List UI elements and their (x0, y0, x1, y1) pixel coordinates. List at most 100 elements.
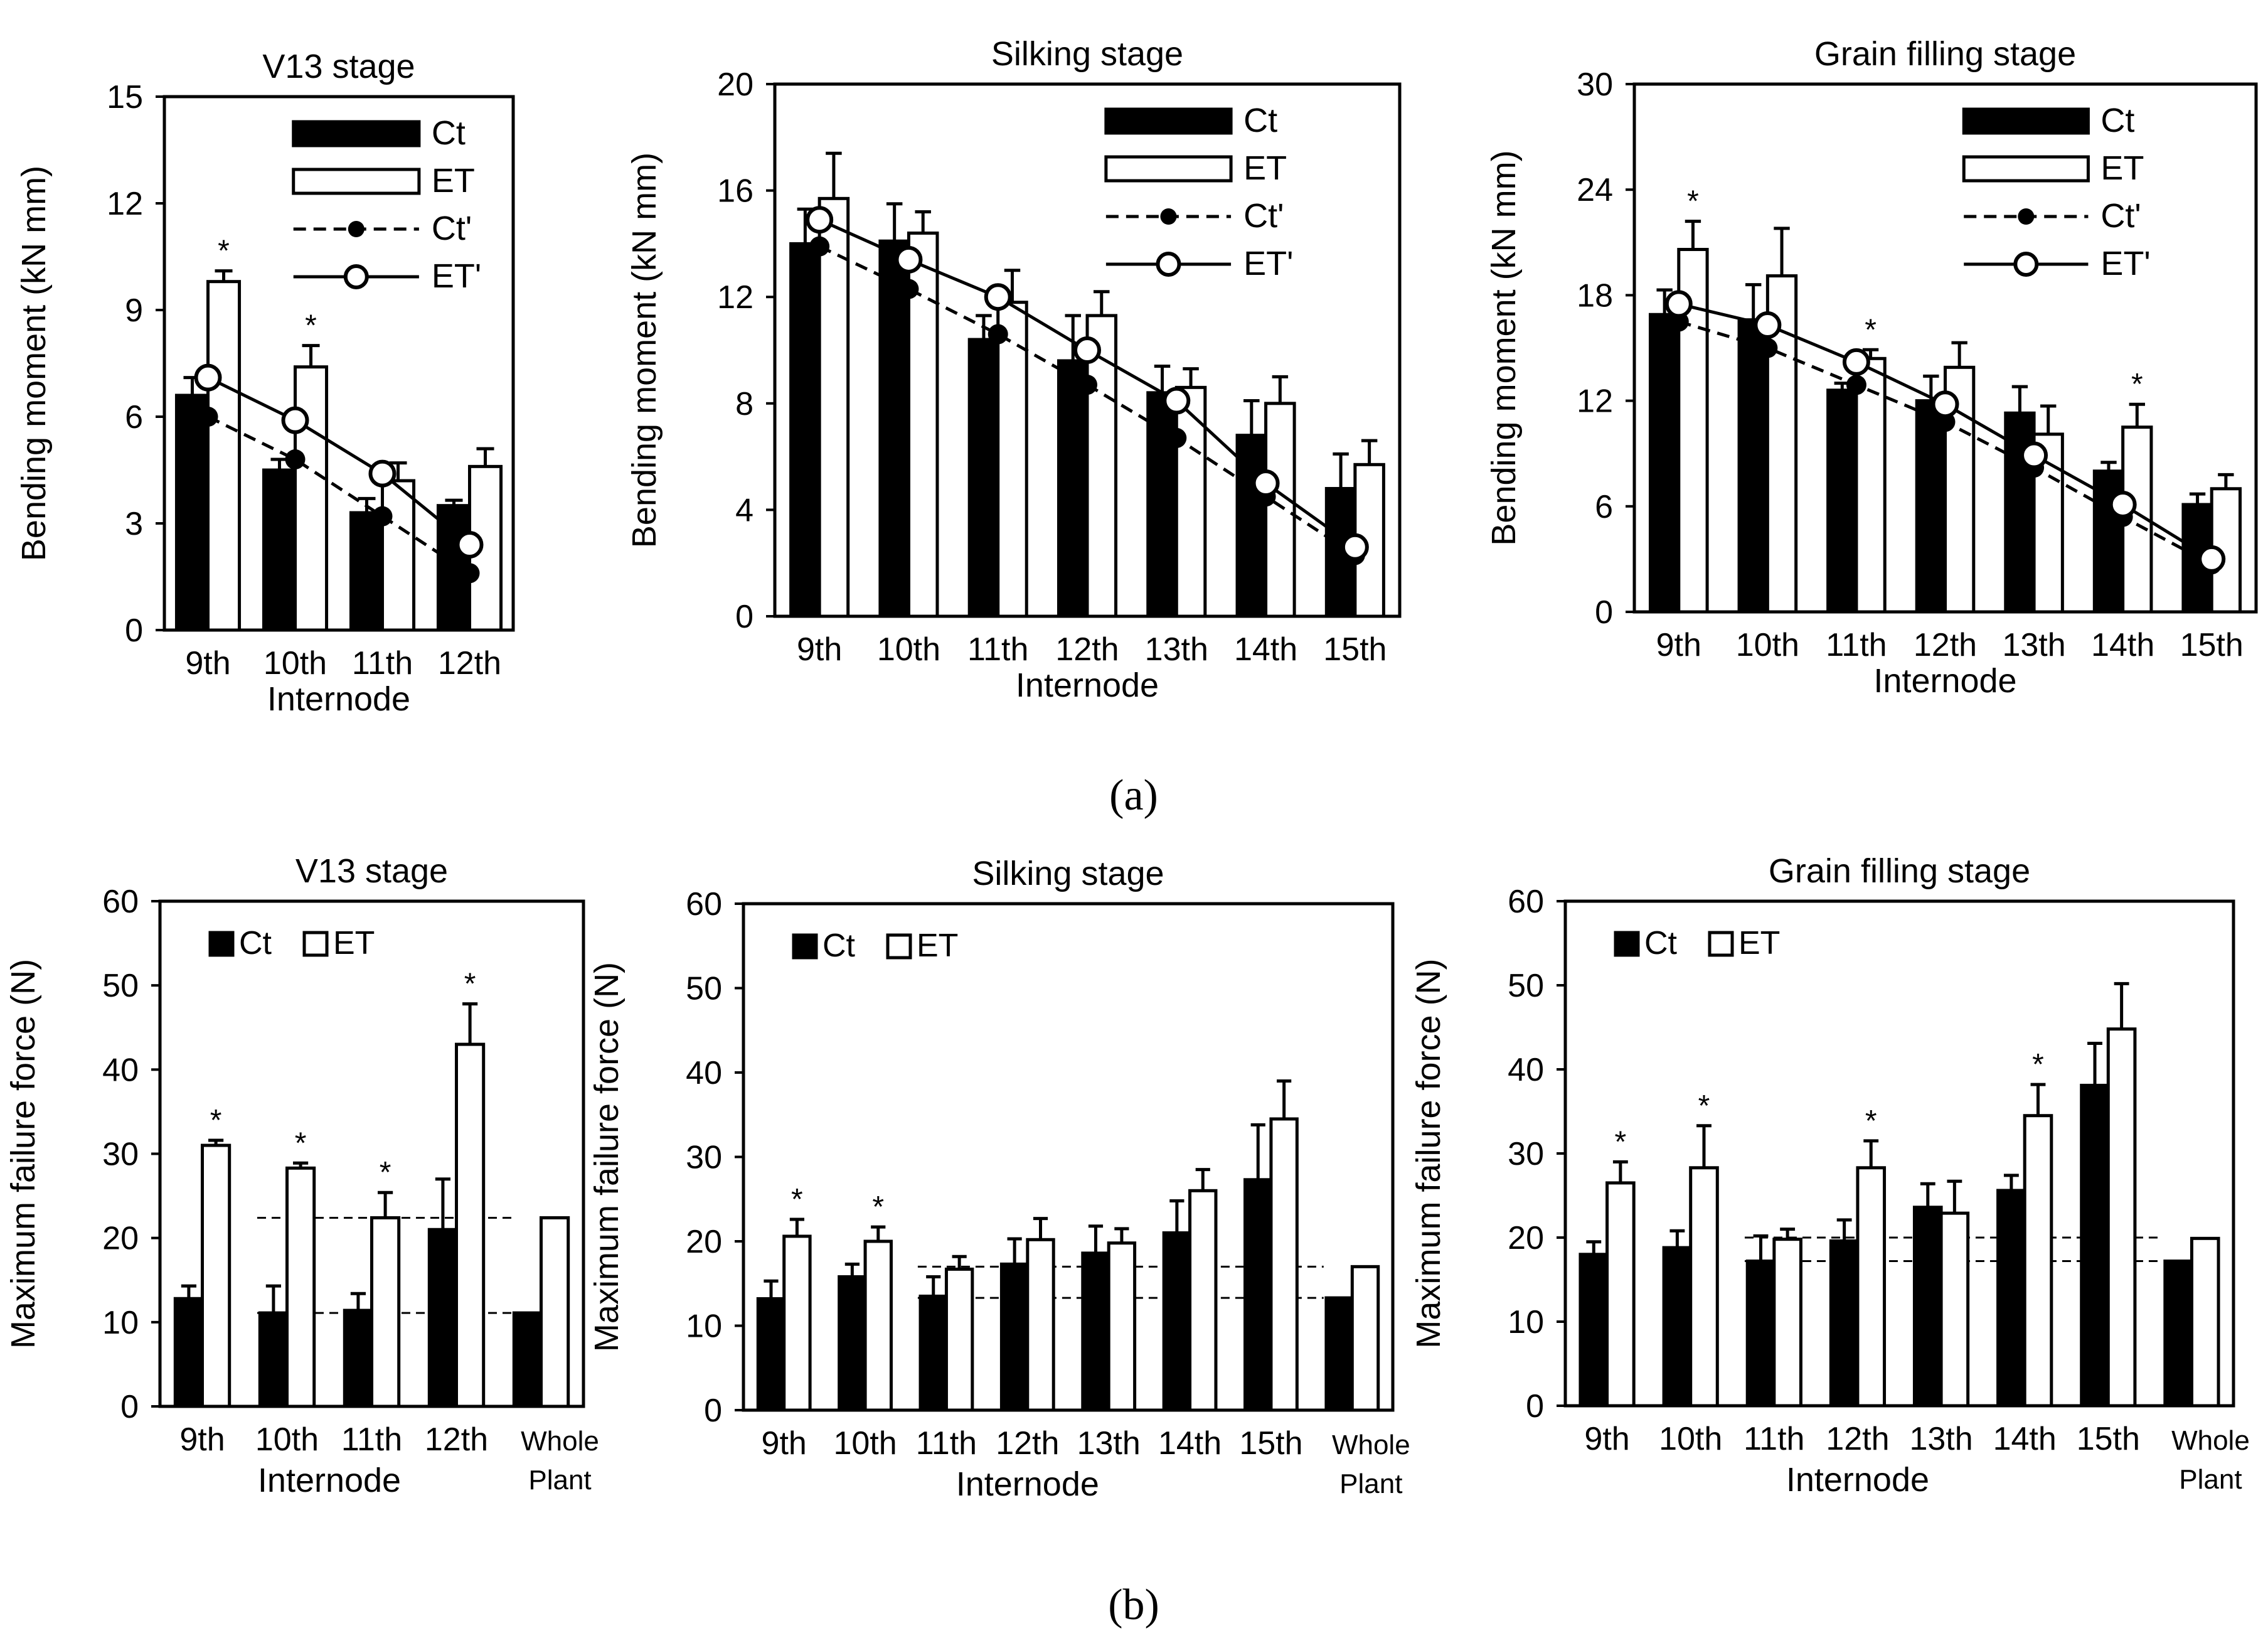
y-tick-label: 30 (102, 1137, 139, 1173)
legend-label: Ct' (432, 210, 472, 247)
chart-title: V13 stage (262, 48, 415, 85)
y-tick-label: 24 (1577, 172, 1613, 208)
bar-et (996, 301, 1028, 618)
y-tick-label: 15 (107, 79, 143, 115)
bar-et (1350, 1265, 1380, 1412)
bar-ct (1996, 1189, 2026, 1408)
bar-ct (258, 1311, 289, 1408)
legend-label: ET' (2100, 245, 2150, 282)
significance-mark: * (218, 235, 230, 268)
line-point-et-prime (1931, 390, 1959, 419)
bar-ct (512, 1311, 543, 1408)
legend-label: Ct (1644, 925, 1678, 961)
line-point-et-prime (2109, 490, 2137, 518)
y-tick-label: 0 (120, 1389, 139, 1425)
bar-ct (1915, 399, 1947, 614)
legend-swatch-et (1104, 155, 1233, 183)
series-line-et-prime (207, 376, 471, 546)
bar-ct (1737, 318, 1769, 614)
significance-mark: * (210, 1104, 222, 1137)
y-tick-label: 4 (735, 492, 753, 528)
bar-ct (427, 1228, 458, 1408)
legend-label: Ct (432, 114, 466, 152)
legend-swatch-et (1708, 931, 1734, 957)
y-axis-label: Maximum failure force (N) (1410, 958, 1447, 1348)
bar-ct (967, 338, 1000, 618)
bar-ct (2080, 1083, 2110, 1408)
bar-ct (2163, 1260, 2193, 1408)
bar-ct (262, 468, 297, 632)
line-point-et-prime (806, 206, 834, 234)
legend-marker (343, 264, 369, 289)
x-tick-label: 12th (1055, 631, 1119, 668)
legend-swatch-ct (1104, 107, 1233, 135)
bar-et (285, 1166, 316, 1408)
line-point-et-prime (984, 283, 1012, 311)
line-point-et-prime (1252, 469, 1280, 497)
y-tick-label: 20 (686, 1224, 722, 1260)
x-tick-label: 9th (185, 645, 230, 682)
x-axis-label: Internode (267, 680, 410, 718)
y-tick-label: 60 (686, 886, 722, 923)
bar-et (455, 1042, 486, 1408)
significance-mark: * (380, 1156, 391, 1189)
y-tick-label: 30 (686, 1140, 722, 1176)
chart-title: V13 stage (295, 852, 448, 890)
y-tick-label: 60 (102, 884, 139, 920)
x-tick-label-plant: Plant (2179, 1464, 2242, 1495)
line-point-ct-prime (372, 506, 393, 527)
line-point-et-prime (1163, 387, 1191, 415)
y-tick-label: 16 (717, 173, 753, 210)
significance-mark: * (872, 1191, 884, 1224)
legend-label: ET (432, 162, 475, 200)
line-point-ct-prime (898, 279, 919, 299)
y-tick-label: 8 (735, 386, 753, 422)
chart-b3: Grain filling stage 0 10 20 30 40 50 60 Maximum … (1410, 852, 2250, 1499)
line-point-et-prime (2020, 441, 2048, 469)
bar-ct (1745, 1260, 1776, 1408)
line-point-et-prime (281, 406, 309, 434)
x-tick-label: 10th (255, 1421, 319, 1458)
line-point-et-prime (2198, 545, 2226, 573)
legend-label: ET' (1243, 245, 1293, 282)
x-tick-label: 13th (1077, 1425, 1141, 1462)
y-tick-label: 0 (704, 1393, 722, 1429)
y-tick-label: 0 (1526, 1388, 1544, 1425)
line-point-et-prime (1341, 533, 1369, 561)
x-tick-label: 12th (996, 1425, 1059, 1462)
legend-swatch-et (1962, 155, 2090, 183)
significance-mark: * (305, 309, 317, 343)
y-tick-label: 50 (686, 971, 722, 1007)
line-point-ct-prime (1846, 375, 1866, 395)
plot-frame (162, 95, 515, 632)
x-tick-label: 13th (2002, 627, 2065, 663)
y-tick-label: 12 (107, 186, 143, 222)
legend-label: ET' (432, 257, 481, 295)
line-point-ct-prime (459, 563, 480, 584)
bar-et (863, 1239, 893, 1412)
x-tick-label: 12th (1914, 627, 1977, 663)
legend-swatch-ct (1614, 931, 1640, 957)
series-line-ct-prime (207, 415, 471, 575)
bar-et (1856, 1166, 1887, 1408)
legend-swatch-ct (292, 120, 421, 147)
x-tick-label: 12th (438, 645, 501, 682)
line-point-et-prime (1842, 348, 1870, 376)
bar-et (1689, 1166, 1719, 1408)
legend-label: Ct' (2100, 197, 2141, 235)
bar-et (370, 1216, 401, 1408)
x-tick-label: 10th (877, 631, 940, 668)
bar-ct (1579, 1253, 1609, 1408)
legend-label: Ct (823, 928, 856, 964)
x-axis-label: Internode (1016, 666, 1159, 704)
y-tick-label: 9 (125, 292, 143, 329)
bar-et (540, 1216, 570, 1408)
y-tick-label: 18 (1577, 277, 1613, 314)
x-tick-label: 11th (916, 1425, 977, 1462)
x-tick-label: 9th (1656, 627, 1701, 663)
significance-mark: * (2131, 368, 2143, 401)
y-tick-label: 40 (1508, 1052, 1544, 1088)
bar-et (2190, 1236, 2220, 1408)
chart-title: Grain filling stage (1814, 35, 2076, 73)
legend-label: ET (917, 928, 958, 964)
